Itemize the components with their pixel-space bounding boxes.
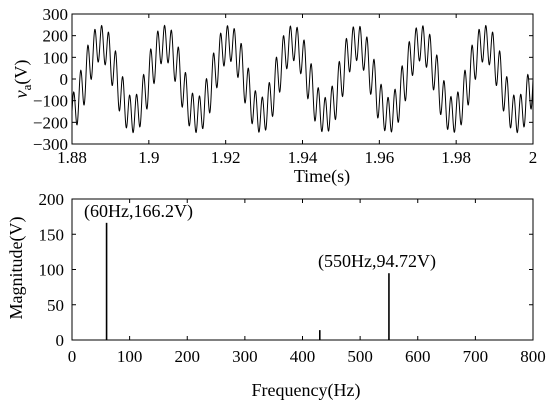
spectrum-x-tick-label: 500 — [347, 347, 373, 366]
annotation-60hz-peak: (60Hz,166.2V) — [84, 201, 193, 222]
spectrum-x-tick-label: 800 — [520, 347, 546, 366]
waveform-y-tick-label: 200 — [43, 27, 69, 46]
waveform-y-tick-label: −300 — [33, 135, 68, 154]
waveform-y-axis-unit: (V) — [11, 60, 32, 85]
waveform-y-tick-label: −100 — [33, 92, 68, 111]
spectrum-y-tick-label: 150 — [39, 225, 65, 244]
spectrum-x-tick-label: 0 — [68, 347, 77, 366]
spectrum-x-tick-label: 400 — [290, 347, 316, 366]
waveform-x-tick-label: 1.92 — [211, 148, 241, 167]
spectrum-y-tick-label: 200 — [39, 190, 65, 209]
spectrum-y-axis-label: Magnitude(V) — [6, 217, 27, 320]
spectrum-x-tick-label: 600 — [405, 347, 431, 366]
spectrum-y-tick-label: 0 — [56, 331, 65, 350]
spectrum-y-tick-label: 100 — [39, 261, 65, 280]
spectrum-x-tick-label: 200 — [175, 347, 201, 366]
waveform-x-tick-label: 1.98 — [441, 148, 471, 167]
waveform-y-axis-label: va(V) — [11, 60, 34, 99]
waveform-x-tick-label: 1.96 — [364, 148, 394, 167]
waveform-y-axis-symbol: v — [11, 90, 31, 98]
waveform-x-tick-label: 1.88 — [57, 148, 87, 167]
waveform-x-tick-label: 1.9 — [138, 148, 159, 167]
spectrum-x-tick-label: 100 — [117, 347, 143, 366]
spectrum-y-tick-label: 50 — [47, 296, 64, 315]
waveform-chart: 1.88 1.9 1.92 1.94 1.96 1.98 2 −300 −200 −100 0 10… — [11, 5, 537, 187]
waveform-x-axis-label: Time(s) — [294, 166, 350, 187]
waveform-y-tick-label: −200 — [33, 113, 68, 132]
waveform-y-tick-label: 100 — [43, 48, 69, 67]
waveform-x-tick-label: 2 — [529, 148, 538, 167]
waveform-x-tick-label: 1.94 — [288, 148, 318, 167]
annotation-550hz-peak: (550Hz,94.72V) — [318, 251, 436, 272]
spectrum-x-tick-label: 700 — [463, 347, 489, 366]
waveform-y-tick-label: 300 — [43, 5, 69, 24]
spectrum-x-axis-label: Frequency(Hz) — [252, 380, 361, 401]
spectrum-chart: 0 100 200 300 400 500 600 700 800 0 50 100 150 200 F… — [6, 190, 546, 401]
waveform-y-tick-label: 0 — [60, 70, 69, 89]
waveform-y-axis-subscript: a — [19, 84, 34, 90]
voltage-waveform-line — [72, 24, 533, 134]
spectrum-x-tick-label: 300 — [232, 347, 258, 366]
